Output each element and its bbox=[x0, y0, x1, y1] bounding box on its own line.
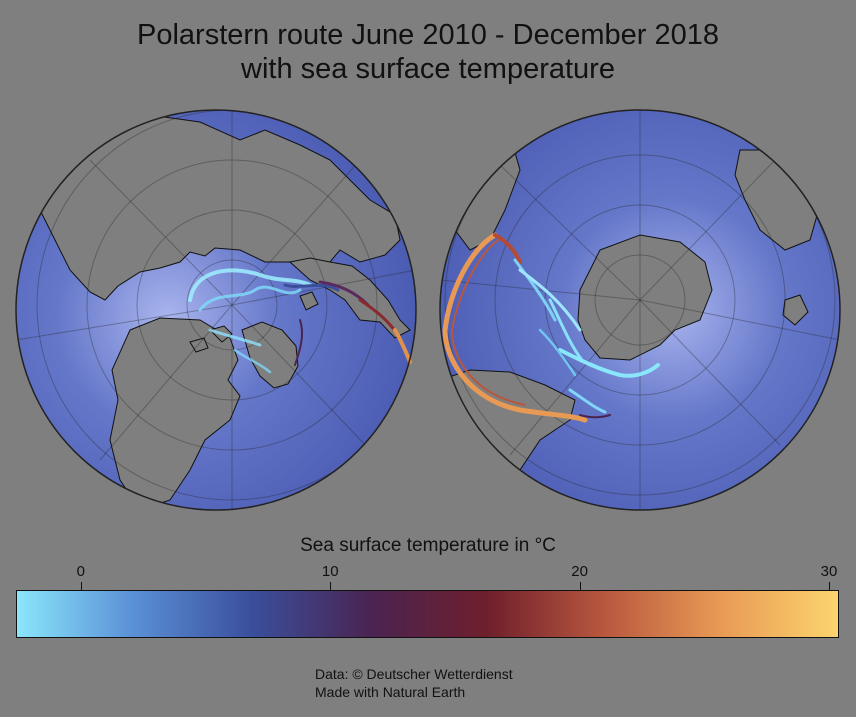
colorbar-tick-mark bbox=[330, 582, 332, 590]
globe-north bbox=[15, 109, 417, 511]
colorbar-tick-mark bbox=[829, 582, 831, 590]
colorbar-tick-label: 20 bbox=[571, 563, 588, 580]
colorbar-tick-label: 30 bbox=[820, 563, 838, 580]
globe-maps bbox=[15, 109, 841, 511]
land-north bbox=[39, 114, 411, 510]
colorbar-tick-label: 0 bbox=[76, 563, 85, 580]
colorbar-tick-mark bbox=[579, 582, 581, 590]
graticule-south bbox=[440, 110, 840, 510]
title-line-2: with sea surface temperature bbox=[241, 53, 615, 85]
colorbar-title: Sea surface temperature in °C bbox=[300, 535, 556, 556]
colorbar bbox=[16, 590, 839, 638]
colorbar-tick-mark bbox=[80, 582, 82, 590]
credits: Data: © Deutscher Wetterdienst Made with… bbox=[315, 665, 513, 701]
globe-south bbox=[439, 109, 841, 511]
credit-data-source: Data: © Deutscher Wetterdienst bbox=[315, 666, 513, 682]
route-south bbox=[442, 232, 660, 423]
title-line-1: Polarstern route June 2010 - December 20… bbox=[137, 19, 719, 51]
route-north bbox=[188, 268, 412, 374]
colorbar-tick-label: 10 bbox=[321, 563, 339, 580]
graticule-north bbox=[16, 110, 416, 510]
chart-title: Polarstern route June 2010 - December 20… bbox=[0, 18, 856, 86]
credit-natural-earth: Made with Natural Earth bbox=[315, 684, 466, 700]
